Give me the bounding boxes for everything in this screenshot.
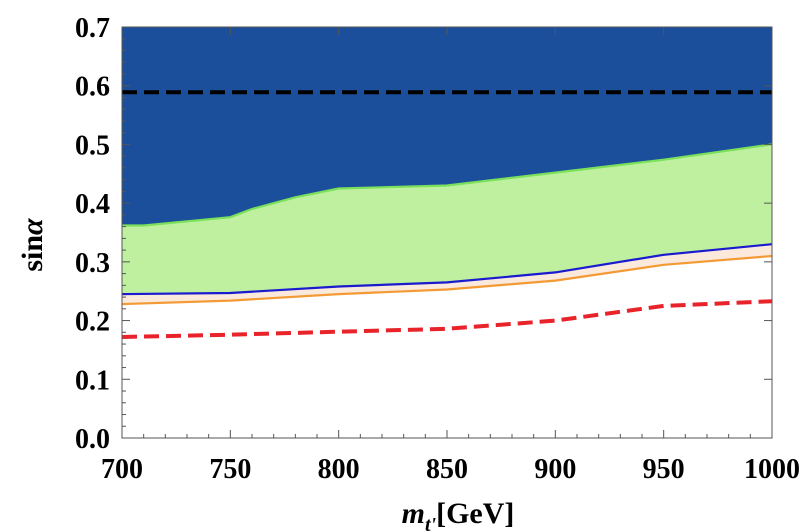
y-tick-label: 0.6 [75, 72, 110, 103]
x-tick-label: 900 [534, 454, 576, 485]
x-tick-label: 800 [318, 454, 360, 485]
x-tick-label: 700 [101, 454, 143, 485]
axis-ticks [121, 26, 773, 439]
series-line-4 [121, 299, 773, 339]
x-tick-label: 950 [643, 454, 685, 485]
x-tick-label: 750 [209, 454, 251, 485]
plot-lines [121, 90, 773, 339]
y-tick-label: 0.0 [75, 424, 110, 455]
series-line-2 [121, 243, 773, 296]
series-line-1 [122, 143, 773, 227]
fill-band-1 [122, 27, 772, 226]
y-axis-label: sinα [16, 218, 49, 272]
y-tick-label: 0.1 [75, 365, 110, 396]
x-tick-label: 850 [426, 454, 468, 485]
fill-band-3 [122, 244, 772, 305]
fill-band-2 [122, 144, 772, 295]
y-tick-label: 0.2 [75, 307, 110, 338]
y-tick-label: 0.5 [75, 130, 110, 161]
x-axis-label: mt'[GeV] [402, 497, 515, 532]
x-tick-label: 1000 [744, 454, 800, 485]
y-tick-label: 0.3 [75, 248, 110, 279]
y-tick-label: 0.7 [75, 13, 110, 44]
plot-fills [122, 27, 772, 305]
y-tick-label: 0.4 [75, 189, 110, 220]
series-line-3 [121, 254, 773, 306]
y-tick-labels: 0.0 0.1 0.2 0.3 0.4 0.5 0.6 0.7 [75, 13, 110, 455]
x-tick-labels: 700 750 800 850 900 950 1000 [101, 454, 800, 485]
